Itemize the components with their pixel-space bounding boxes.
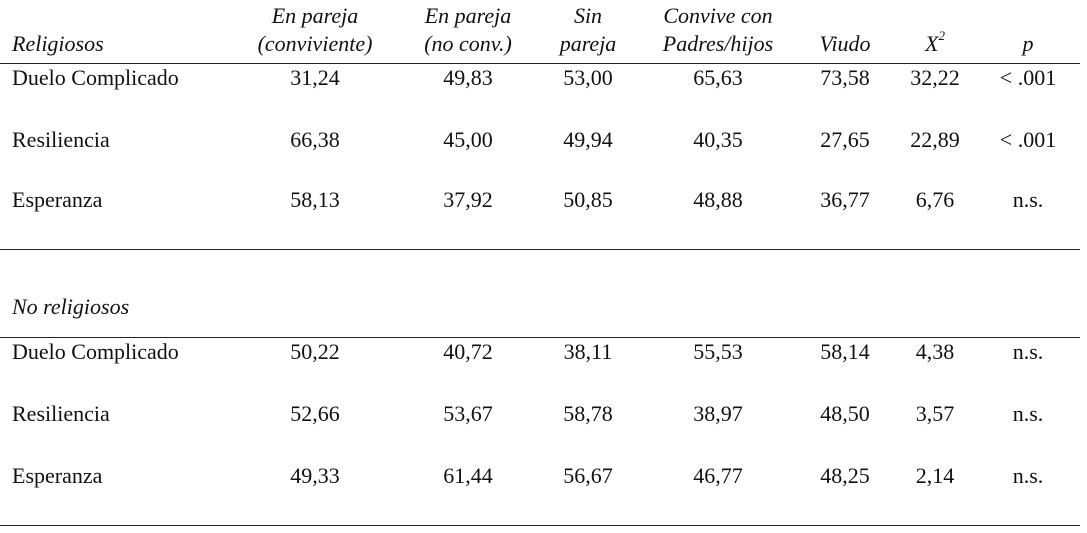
cell-value: 6,76 — [916, 187, 955, 212]
cell-value: 66,38 — [290, 127, 340, 152]
cell-value: 58,14 — [820, 339, 870, 364]
column-header: Sin — [574, 3, 602, 28]
row-label: Resiliencia — [12, 401, 110, 426]
column-header: (conviviente) — [258, 31, 373, 56]
column-header: Convive con — [663, 3, 772, 28]
cell-value: 61,44 — [443, 463, 493, 488]
section-title: No religiosos — [11, 294, 129, 319]
cell-value: 37,92 — [443, 187, 493, 212]
cell-value: 65,63 — [693, 65, 743, 90]
cell-value: 4,38 — [916, 339, 955, 364]
cell-value: 48,25 — [820, 463, 870, 488]
header-base: X — [924, 31, 940, 56]
cell-value: 55,53 — [693, 339, 743, 364]
cell-value: 38,97 — [693, 401, 743, 426]
column-header: Padres/hijos — [662, 31, 773, 56]
cell-value: 32,22 — [910, 65, 960, 90]
cell-value: 49,94 — [563, 127, 613, 152]
cell-value: < .001 — [1000, 65, 1056, 90]
section-title: Religiosos — [11, 31, 104, 56]
cell-value: 58,13 — [290, 187, 340, 212]
column-header: X2 — [924, 28, 945, 56]
cell-value: 56,67 — [563, 463, 613, 488]
cell-value: 48,88 — [693, 187, 743, 212]
cell-value: 40,72 — [443, 339, 493, 364]
cell-value: 45,00 — [443, 127, 493, 152]
cell-value: 52,66 — [290, 401, 340, 426]
column-header: (no conv.) — [424, 31, 512, 56]
column-header: En pareja — [271, 3, 359, 28]
row-label: Duelo Complicado — [12, 65, 179, 90]
row-label: Esperanza — [12, 463, 103, 488]
cell-value: 53,67 — [443, 401, 493, 426]
cell-value: 53,00 — [563, 65, 613, 90]
cell-value: 36,77 — [820, 187, 870, 212]
row-label: Resiliencia — [12, 127, 110, 152]
cell-value: n.s. — [1013, 463, 1044, 488]
cell-value: 49,83 — [443, 65, 493, 90]
cell-value: 40,35 — [693, 127, 743, 152]
cell-value: 2,14 — [916, 463, 955, 488]
column-header: pareja — [558, 31, 617, 56]
cell-value: n.s. — [1013, 339, 1044, 364]
row-label: Esperanza — [12, 187, 103, 212]
cell-value: 49,33 — [290, 463, 340, 488]
cell-value: 46,77 — [693, 463, 743, 488]
cell-value: 3,57 — [916, 401, 955, 426]
row-label: Duelo Complicado — [12, 339, 179, 364]
cell-value: 48,50 — [820, 401, 870, 426]
cell-value: 50,85 — [563, 187, 613, 212]
cell-value: n.s. — [1013, 187, 1044, 212]
column-header: p — [1021, 31, 1034, 56]
cell-value: < .001 — [1000, 127, 1056, 152]
cell-value: 73,58 — [820, 65, 870, 90]
column-header: Viudo — [820, 31, 871, 56]
cell-value: 27,65 — [820, 127, 870, 152]
header-sup: 2 — [938, 28, 945, 43]
cell-value: n.s. — [1013, 401, 1044, 426]
cell-value: 22,89 — [910, 127, 960, 152]
cell-value: 58,78 — [563, 401, 613, 426]
cell-value: 38,11 — [564, 339, 613, 364]
column-header: En pareja — [424, 3, 512, 28]
cell-value: 50,22 — [290, 339, 340, 364]
cell-value: 31,24 — [290, 65, 340, 90]
